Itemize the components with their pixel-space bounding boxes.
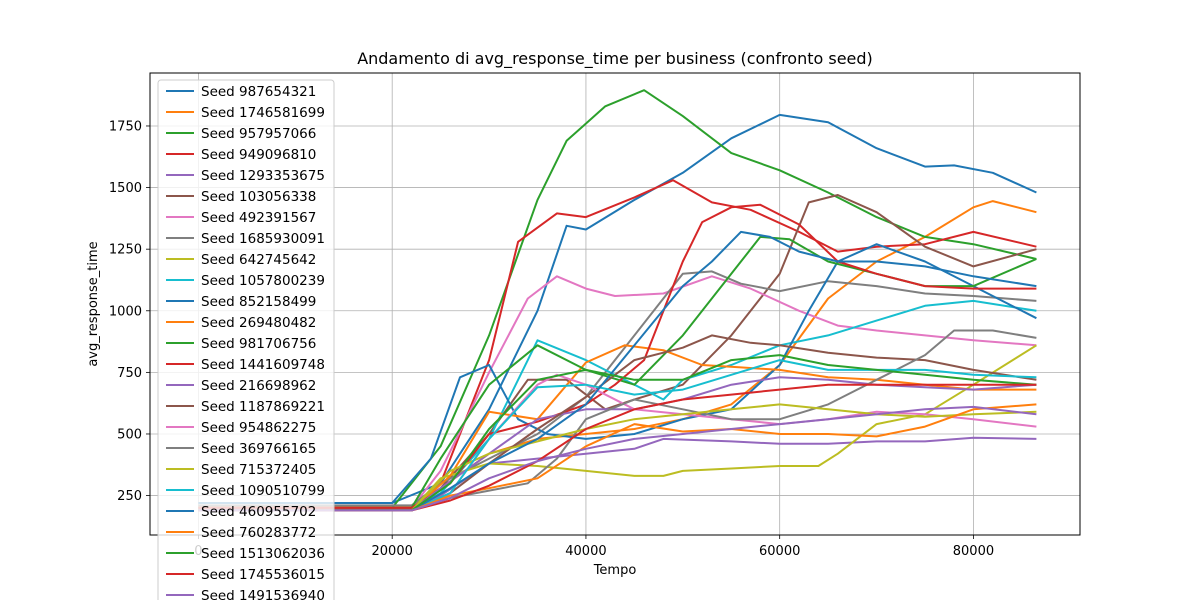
- x-axis-title: Tempo: [593, 563, 637, 578]
- legend-label: Seed 1513062036: [201, 546, 325, 562]
- y-tick-label: 1250: [109, 243, 142, 258]
- series-line: [198, 113, 1037, 504]
- legend-label: Seed 492391567: [201, 210, 316, 226]
- legend-label: Seed 460955702: [201, 504, 316, 520]
- series-line: [198, 383, 1037, 512]
- x-tick-label: 40000: [565, 544, 606, 559]
- legend-label: Seed 103056338: [201, 189, 316, 205]
- legend-label: Seed 642745642: [201, 252, 316, 268]
- y-tick-label: 1000: [109, 304, 142, 319]
- legend: Seed 987654321 Seed 1746581699 Seed 957957…: [157, 79, 335, 600]
- y-tick-label: 1500: [109, 181, 142, 196]
- series-line: [198, 243, 1037, 504]
- legend-label: Seed 1441609748: [201, 357, 325, 373]
- series-line: [198, 405, 1037, 512]
- legend-label: Seed 1187869221: [201, 399, 325, 415]
- y-axis-title: avg_response_time: [86, 241, 101, 366]
- legend-label: Seed 1090510799: [201, 483, 325, 499]
- y-tick-label: 500: [117, 427, 142, 442]
- legend-label: Seed 369766165: [201, 441, 316, 457]
- series-line: [198, 203, 1037, 509]
- x-tick-label: 80000: [953, 544, 994, 559]
- x-tick-label: 20000: [372, 544, 413, 559]
- series-line: [198, 230, 1037, 512]
- series-line: [198, 403, 1037, 512]
- series-line: [198, 359, 1037, 512]
- chart-title: Andamento di avg_response_time per busin…: [357, 49, 873, 69]
- legend-label: Seed 1745536015: [201, 567, 325, 583]
- y-tick-label: 1750: [109, 119, 142, 134]
- legend-label: Seed 760283772: [201, 525, 316, 541]
- legend-label: Seed 269480482: [201, 315, 316, 331]
- series-line: [198, 344, 1037, 512]
- legend-label: Seed 981706756: [201, 336, 316, 352]
- plot-frame: [149, 72, 1081, 536]
- x-tick-label: 60000: [759, 544, 800, 559]
- legend-label: Seed 954862275: [201, 420, 316, 436]
- legend-label: Seed 957957066: [201, 126, 316, 142]
- legend-label: Seed 1685930091: [201, 231, 325, 247]
- legend-label: Seed 1491536940: [201, 588, 325, 600]
- legend-label: Seed 216698962: [201, 378, 316, 394]
- y-tick-label: 750: [117, 366, 142, 381]
- legend-label: Seed 987654321: [201, 84, 316, 100]
- series-line: [198, 179, 1037, 509]
- legend-label: Seed 715372405: [201, 462, 316, 478]
- y-tick-label: 250: [117, 489, 142, 504]
- series-line: [198, 334, 1037, 512]
- series-group: [198, 89, 1037, 512]
- series-line: [198, 344, 1037, 512]
- series-line: [198, 329, 1037, 512]
- legend-label: Seed 852158499: [201, 294, 316, 310]
- series-line: [198, 275, 1037, 509]
- ticks: 0200004000060000800002505007501000125015…: [109, 119, 994, 559]
- series-line: [198, 89, 1037, 509]
- series-line: [198, 354, 1037, 512]
- legend-label: Seed 1057800239: [201, 273, 325, 289]
- legend-box: [157, 79, 335, 600]
- legend-label: Seed 949096810: [201, 147, 316, 163]
- legend-label: Seed 1293353675: [201, 168, 325, 184]
- legend-label: Seed 1746581699: [201, 105, 325, 121]
